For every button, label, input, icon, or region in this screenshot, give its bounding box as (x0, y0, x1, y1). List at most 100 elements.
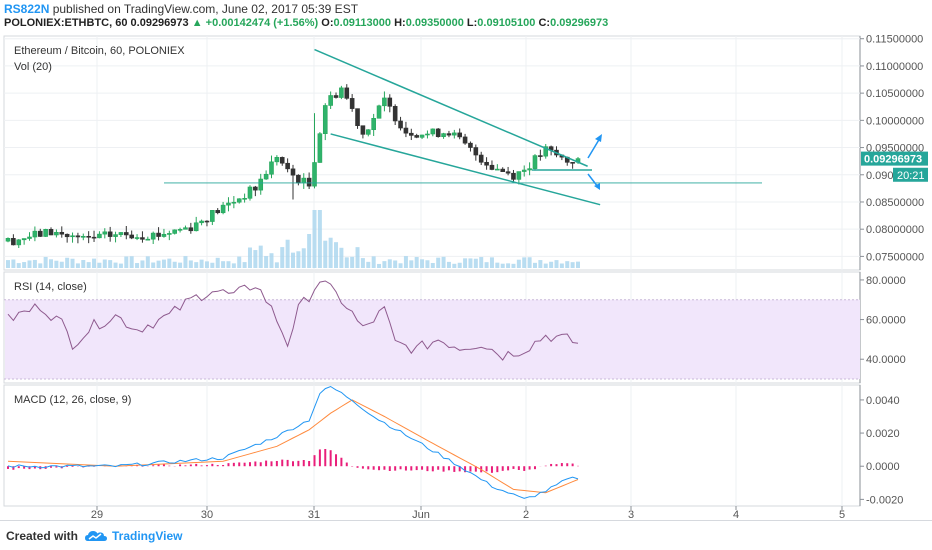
volume-bar (463, 258, 468, 268)
candle-body (425, 133, 430, 136)
candle-body (511, 172, 516, 180)
volume-bar (188, 260, 193, 268)
candle-body (11, 238, 16, 246)
volume-bar (32, 259, 37, 268)
candle-body (242, 198, 247, 200)
volume-bar (285, 239, 290, 268)
candle-body (70, 235, 75, 238)
candle-body (91, 236, 97, 239)
candle-body (392, 106, 398, 122)
candle-body (570, 162, 575, 164)
volume-bar (102, 259, 107, 268)
volume-bar (54, 260, 59, 268)
candle-body (339, 87, 344, 98)
candle-body (452, 132, 457, 136)
candle-body (441, 133, 446, 137)
candle-body (543, 146, 549, 157)
candle-body (54, 231, 59, 236)
volume-bar (221, 261, 226, 268)
candle-body (322, 105, 328, 135)
x-tick-label: 4 (733, 509, 739, 520)
volume-bar (549, 261, 554, 268)
volume-bar (167, 258, 172, 268)
volume-bar (446, 261, 451, 268)
candle-body (430, 128, 436, 135)
candle-body (27, 236, 32, 239)
price-pane-title: Ethereum / Bitcoin, 60, POLONIEX (14, 45, 185, 57)
volume-bar (49, 259, 54, 268)
volume-bar (420, 259, 425, 268)
breakout-up-arrow-head (595, 134, 602, 142)
candle-body (403, 127, 409, 134)
volume-bar (237, 256, 242, 268)
candle-body (473, 147, 479, 156)
candle-body (124, 232, 129, 236)
channel-lower-line (330, 133, 601, 206)
volume-bar (215, 257, 220, 268)
rsi-tick-label: 80.0000 (866, 275, 906, 287)
volume-bar (269, 253, 274, 268)
candle-body (462, 136, 468, 144)
volume-bar (81, 260, 86, 268)
volume-bar (323, 240, 328, 268)
price-tick-label: 0.11000000 (866, 61, 923, 73)
volume-bar (360, 258, 365, 268)
volume-bar (172, 261, 177, 268)
price-tick-label: 0.10500000 (866, 88, 924, 100)
volume-bar (393, 260, 398, 268)
volume-bar (231, 263, 236, 268)
candle-body (527, 168, 532, 171)
rsi-tick-label: 60.0000 (866, 315, 906, 327)
axis-price-090-label: 0.090 (866, 170, 894, 182)
candle-body (43, 229, 48, 237)
tradingview-brand[interactable]: TradingView (112, 529, 183, 543)
volume-bar (124, 256, 129, 268)
breakout-down-arrow-head (594, 183, 600, 190)
candle-body (253, 186, 258, 191)
author-name[interactable]: RS822N (4, 2, 50, 16)
candle-body (215, 210, 221, 214)
volume-bar (199, 259, 204, 268)
volume-bar (264, 256, 269, 268)
volume-bar (140, 260, 145, 268)
candle-body (435, 128, 441, 137)
candle-body (285, 162, 290, 170)
candle-body (32, 230, 38, 238)
candle-body (478, 154, 484, 163)
x-tick-label: 3 (628, 509, 634, 520)
volume-bar (247, 247, 252, 268)
candle-body (382, 97, 387, 107)
volume-bar (452, 263, 457, 268)
price-pane (3, 35, 861, 271)
candle-body (263, 173, 269, 180)
macd-signal-line (7, 399, 579, 494)
volume-bar (495, 262, 500, 268)
volume-bar (377, 263, 382, 268)
candle-body (134, 237, 140, 239)
volume-bar (296, 251, 301, 268)
candle-body (516, 171, 522, 180)
candle-body (64, 233, 70, 238)
symbol-label: POLONIEX:ETHBTC, 60 (4, 17, 128, 29)
volume-bar (522, 257, 527, 268)
candle-body (21, 238, 27, 241)
candle-body (376, 105, 382, 119)
candle-body (355, 108, 360, 126)
candle-body (210, 210, 215, 222)
volume-bar (516, 259, 521, 268)
chart-canvas[interactable]: 29 30 31 Jun 2 3 4 5 0.11500000 0.11000000 0.10500… (0, 0, 932, 520)
high-label: H: (394, 17, 406, 29)
volume-bar (371, 256, 376, 268)
candle-body (532, 155, 538, 169)
volume-bar (355, 247, 360, 268)
candle-body (344, 87, 350, 99)
candle-body (16, 239, 22, 246)
candle-body (349, 98, 355, 109)
volume-bar (194, 262, 199, 268)
volume-bar (506, 263, 511, 268)
candle-body (150, 232, 156, 240)
volume-bar (554, 260, 559, 268)
candle-body (333, 95, 339, 98)
macd-tick-label: -0.0020 (866, 494, 903, 506)
volume-bar (538, 260, 543, 268)
